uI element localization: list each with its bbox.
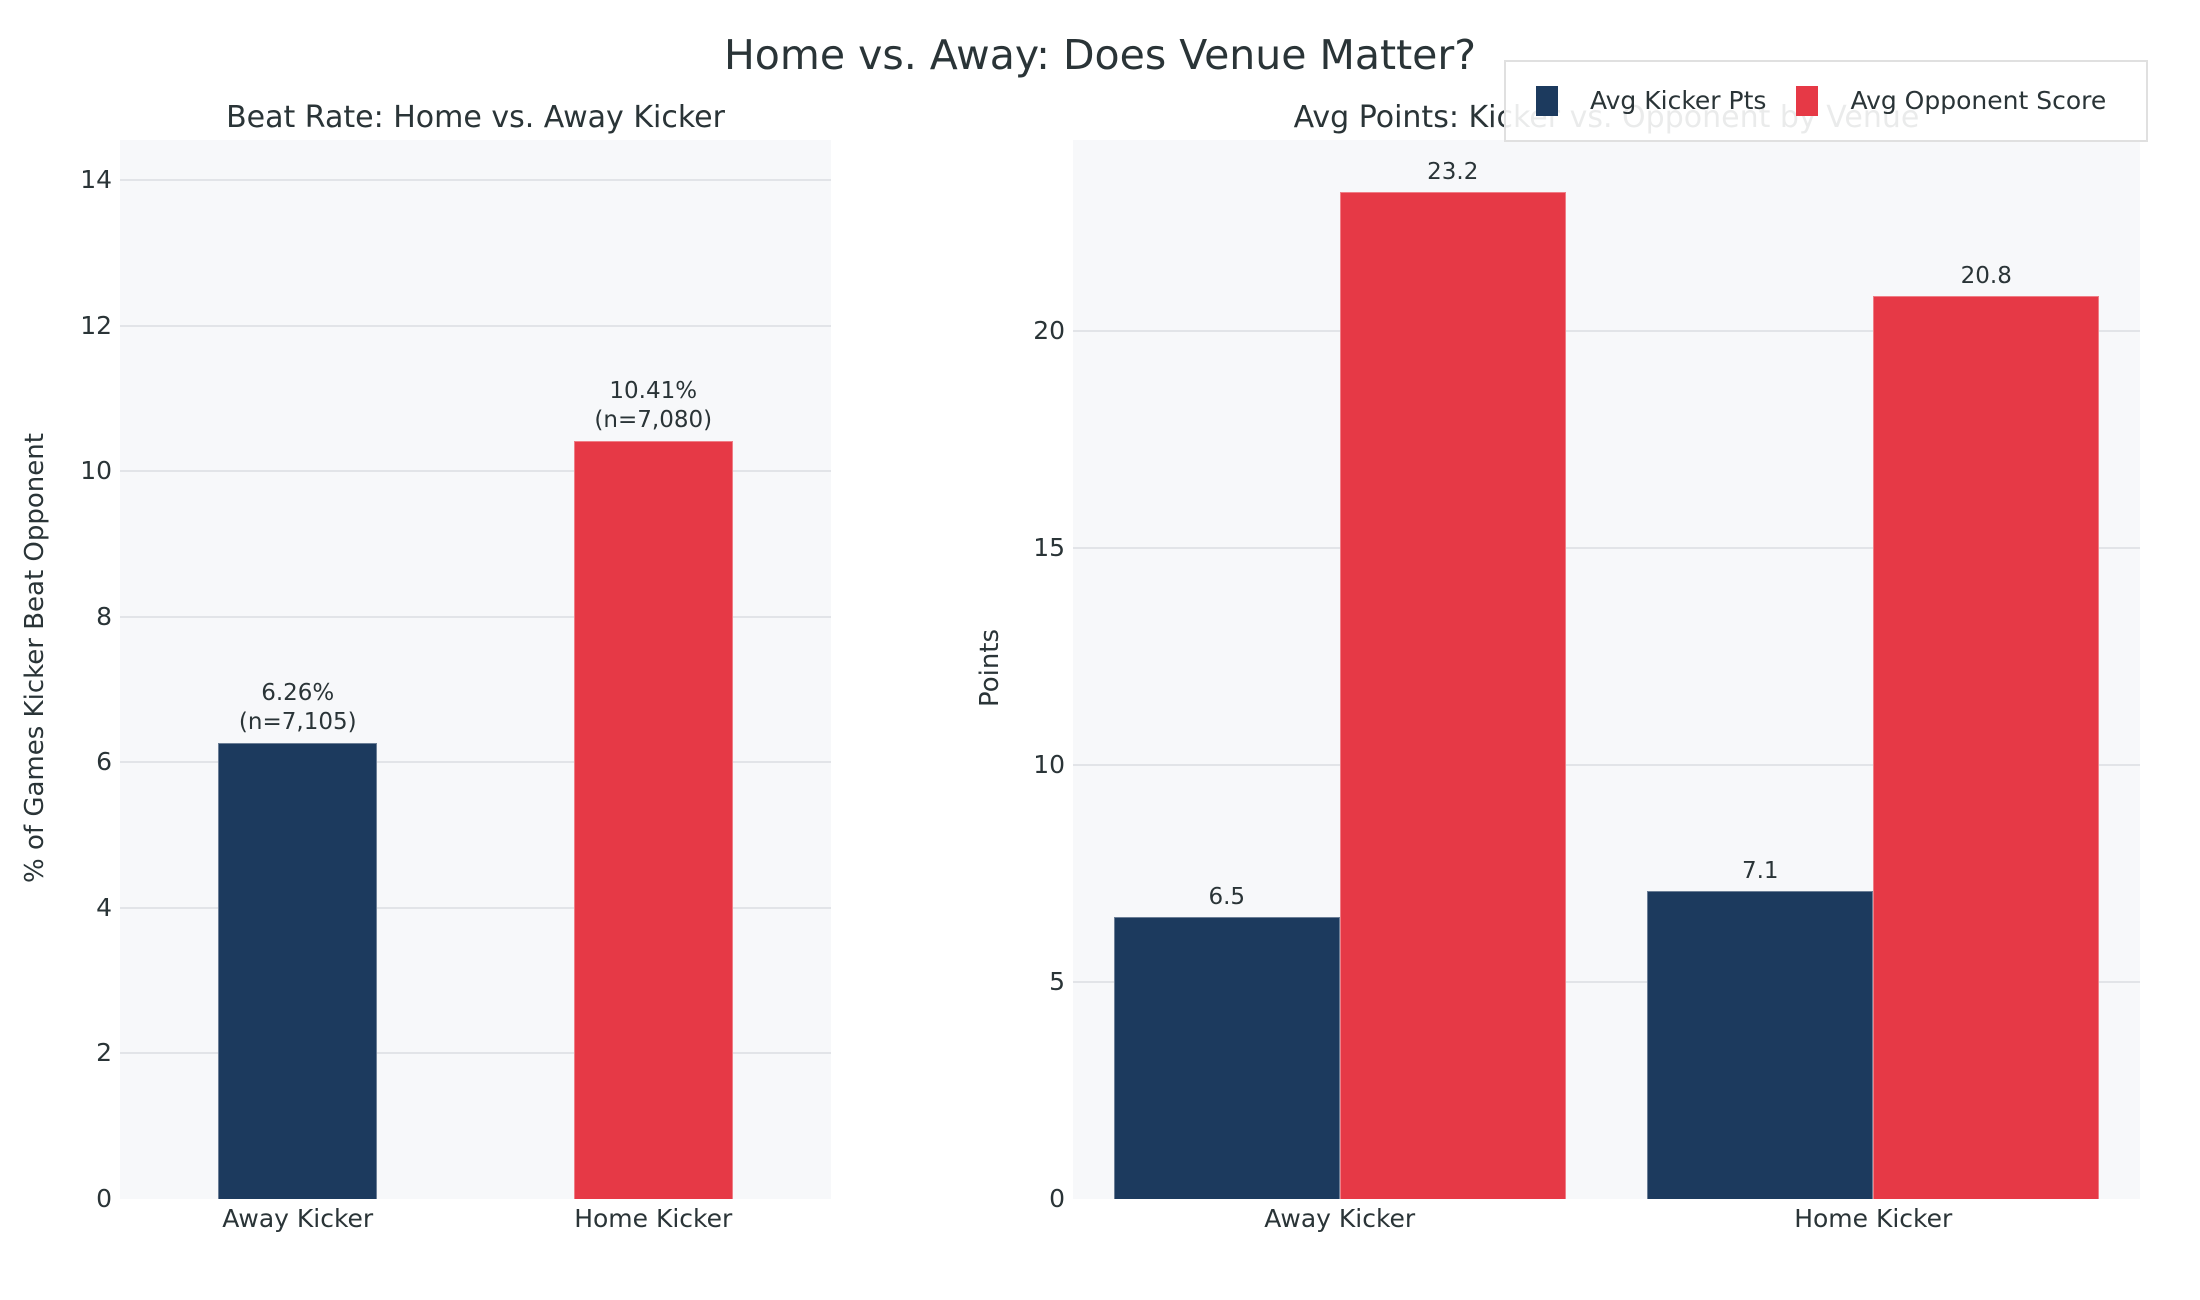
avg-points-y-tick-label: 10 [1033,749,1065,779]
beat-rate-chart-title: Beat Rate: Home vs. Away Kicker [226,100,725,135]
beat-rate-y-tick-label: 10 [80,456,112,486]
beat-rate-gridline [120,615,831,618]
legend-label: Avg Kicker Pts [1590,86,1767,115]
avg-points-bar-value-label: 7.1 [1741,857,1779,884]
beat-rate-y-tick-label: 8 [96,601,112,631]
avg-points-gridline [1073,763,2140,766]
beat-rate-gridline [120,470,831,473]
avg-points-bar[interactable] [1647,890,1874,1199]
chart-legend: Avg Kicker Pts Avg Opponent Score [1504,60,2148,142]
beat-rate-gridline [120,906,831,909]
beat-rate-gridline [120,1052,831,1055]
beat-rate-y-tick-label: 0 [96,1184,112,1213]
avg-points-bar[interactable] [1113,916,1340,1199]
chart-main-title: Home vs. Away: Does Venue Matter? [723,31,1477,79]
beat-rate-gridline [120,761,831,764]
avg-points-y-tick-label: 15 [1033,532,1065,562]
beat-rate-bar-value-label: 6.26% (n=7,105) [238,680,357,736]
avg-points-bar-value-label: 23.2 [1427,159,1479,186]
avg-points-y-axis-label: Points [975,628,1005,708]
beat-rate-y-axis-label: % of Games Kicker Beat Opponent [20,433,50,883]
avg-points-gridline [1073,980,2140,983]
legend-label: Avg Opponent Score [1850,86,2107,115]
beat-rate-y-tick-label: 4 [96,892,112,922]
beat-rate-y-tick-label: 6 [96,747,112,777]
avg-points-y-tick-label: 0 [1049,1184,1065,1213]
avg-points-x-tick-label: Away Kicker [1264,1204,1416,1233]
beat-rate-x-tick-label: Away Kicker [222,1204,374,1233]
beat-rate-bar[interactable] [573,441,733,1199]
avg-points-bar[interactable] [1339,192,1566,1199]
avg-points-y-tick-label: 5 [1049,966,1065,996]
avg-points-y-tick-label: 20 [1033,315,1065,345]
avg-points-bar[interactable] [1873,296,2100,1199]
beat-rate-y-tick-label: 2 [96,1038,112,1068]
legend-swatch-opponent-icon [1796,86,1819,116]
avg-points-x-tick-label: Home Kicker [1794,1204,1953,1233]
legend-swatch-kicker-icon [1536,86,1558,116]
beat-rate-y-tick-label: 12 [80,310,112,340]
legend-item-avg-kicker-pts[interactable]: Avg Kicker Pts [1536,86,1766,116]
avg-points-gridline [1073,329,2140,332]
beat-rate-x-tick-label: Home Kicker [574,1204,733,1233]
beat-rate-gridline [120,179,831,182]
avg-points-bar-value-label: 6.5 [1208,883,1246,910]
legend-item-avg-opponent-score[interactable]: Avg Opponent Score [1796,86,2106,116]
beat-rate-gridline [120,324,831,327]
avg-points-bar-value-label: 20.8 [1960,263,2012,290]
beat-rate-bar-value-label: 10.41% (n=7,080) [594,378,713,434]
beat-rate-bar[interactable] [218,743,378,1199]
avg-points-gridline [1073,546,2140,549]
beat-rate-y-tick-label: 14 [80,165,112,195]
